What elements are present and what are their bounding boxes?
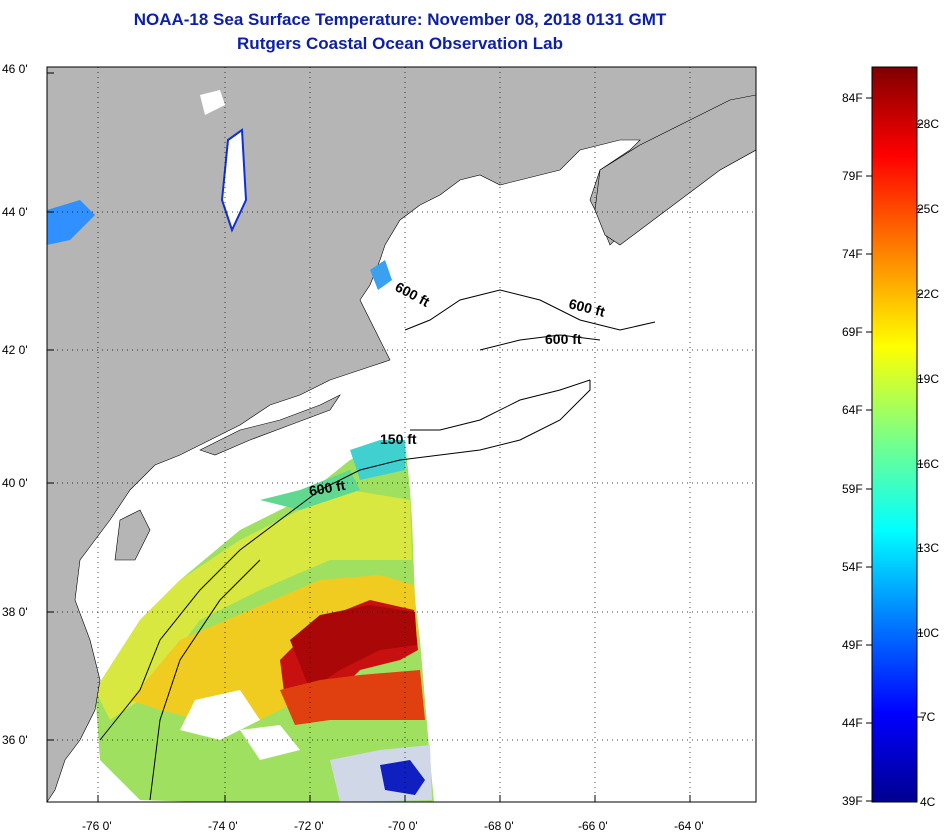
- sst-swath: [95, 380, 434, 802]
- cb-f-69: 69F: [842, 325, 863, 339]
- lat-tick-46: 46 0': [2, 62, 28, 76]
- cb-f-79: 79F: [842, 169, 863, 183]
- map-subtitle: Rutgers Coastal Ocean Observation Lab: [237, 34, 563, 53]
- lon-tick-64: -64 0': [674, 819, 704, 832]
- lat-tick-38: 38 0': [2, 605, 28, 619]
- bathymetry-contours: [99, 289, 656, 801]
- contour-label-5: 600 ft: [308, 477, 347, 499]
- cb-f-64: 64F: [842, 403, 863, 417]
- colorbar-ticks: [866, 97, 923, 802]
- contour-label-3: 600 ft: [545, 331, 582, 347]
- colorbar: [871, 66, 918, 803]
- lon-tick-68: -68 0': [484, 819, 514, 832]
- map-frame: [46, 66, 757, 803]
- cb-c-10: 10C: [917, 626, 939, 640]
- graticule: [47, 67, 756, 802]
- cb-c-16: 16C: [917, 457, 939, 471]
- lat-tick-42: 42 0': [2, 343, 28, 357]
- map-panel: 600 ft 600 ft 600 ft 150 ft 600 ft: [47, 67, 756, 802]
- lon-tick-74: -74 0': [208, 819, 238, 832]
- cb-c-22: 22C: [917, 287, 939, 301]
- cb-c-4: 4C: [920, 795, 936, 809]
- land: [47, 67, 756, 802]
- cb-c-25: 25C: [917, 202, 939, 216]
- tick-marks: [47, 72, 691, 802]
- cb-c-28: 28C: [917, 117, 939, 131]
- lon-tick-72: -72 0': [294, 819, 324, 832]
- cb-c-19: 19C: [917, 372, 939, 386]
- cb-f-84: 84F: [842, 91, 863, 105]
- cb-f-54: 54F: [842, 560, 863, 574]
- cb-f-74: 74F: [842, 247, 863, 261]
- lat-tick-40: 40 0': [2, 476, 28, 490]
- cb-f-39: 39F: [842, 794, 863, 808]
- cb-f-59: 59F: [842, 482, 863, 496]
- map-title: NOAA-18 Sea Surface Temperature: Novembe…: [133, 10, 667, 29]
- lat-tick-36: 36 0': [2, 733, 28, 747]
- inland-water: [47, 90, 392, 290]
- contour-label-4: 150 ft: [380, 431, 417, 447]
- cb-c-13: 13C: [917, 541, 939, 555]
- cb-f-44: 44F: [842, 716, 863, 730]
- cb-c-7: 7C: [920, 710, 936, 724]
- lon-tick-66: -66 0': [578, 819, 608, 832]
- lon-tick-76: -76 0': [82, 819, 112, 832]
- cb-f-49: 49F: [842, 638, 863, 652]
- lat-tick-44: 44 0': [2, 205, 28, 219]
- lon-tick-70: -70 0': [388, 819, 418, 832]
